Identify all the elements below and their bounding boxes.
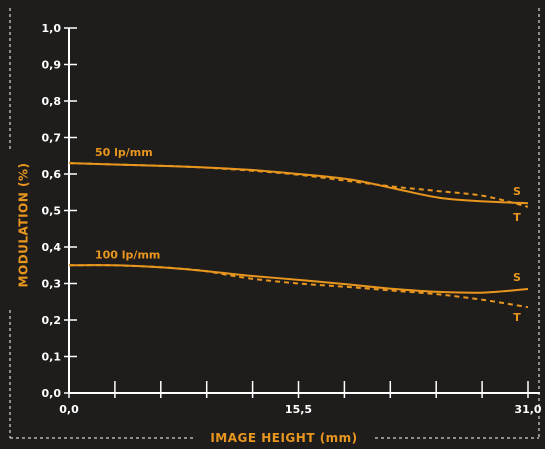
- y-tick-label: 0,0: [42, 387, 62, 400]
- y-tick-label: 0,7: [42, 132, 62, 145]
- mtf-curves: [68, 162, 529, 309]
- curve-end-label-t: T: [513, 211, 521, 224]
- series-label: 50 lp/mm: [95, 146, 153, 159]
- y-tick-label: 0,4: [42, 241, 62, 254]
- y-tick-label: 0,9: [42, 59, 62, 72]
- dashed-frame: [9, 8, 540, 439]
- curve-100-lp-mm-t: [68, 264, 529, 309]
- x-tick-label: 0,0: [59, 403, 79, 416]
- y-tick-label: 0,6: [42, 168, 62, 181]
- curve-50-lp-mm-t: [68, 162, 529, 208]
- curve-end-label-s: S: [513, 271, 521, 284]
- y-tick-label: 0,2: [42, 314, 62, 327]
- y-tick-label: 0,5: [42, 205, 62, 218]
- y-axis-title: MODULATION (%): [17, 163, 31, 288]
- x-tick-label: 31,0: [514, 403, 541, 416]
- x-axis-ticks: 0,0 15,5 31,0: [59, 381, 542, 416]
- y-axis-ticks: 0,0 0,1 0,2 0,3 0,4 0,5 0,6 0,7 0,8 0,9 1,0: [42, 22, 77, 400]
- curve-end-label-s: S: [513, 185, 521, 198]
- y-tick-label: 0,3: [42, 278, 62, 291]
- y-tick-label: 0,8: [42, 95, 62, 108]
- curve-end-label-t: T: [513, 311, 521, 324]
- y-tick-label: 1,0: [42, 22, 62, 35]
- x-axis-title: IMAGE HEIGHT (mm): [210, 431, 357, 445]
- x-tick-label: 15,5: [285, 403, 312, 416]
- series-label: 100 lp/mm: [95, 248, 160, 261]
- y-tick-label: 0,1: [42, 351, 62, 364]
- curve-50-lp-mm-s: [68, 162, 529, 205]
